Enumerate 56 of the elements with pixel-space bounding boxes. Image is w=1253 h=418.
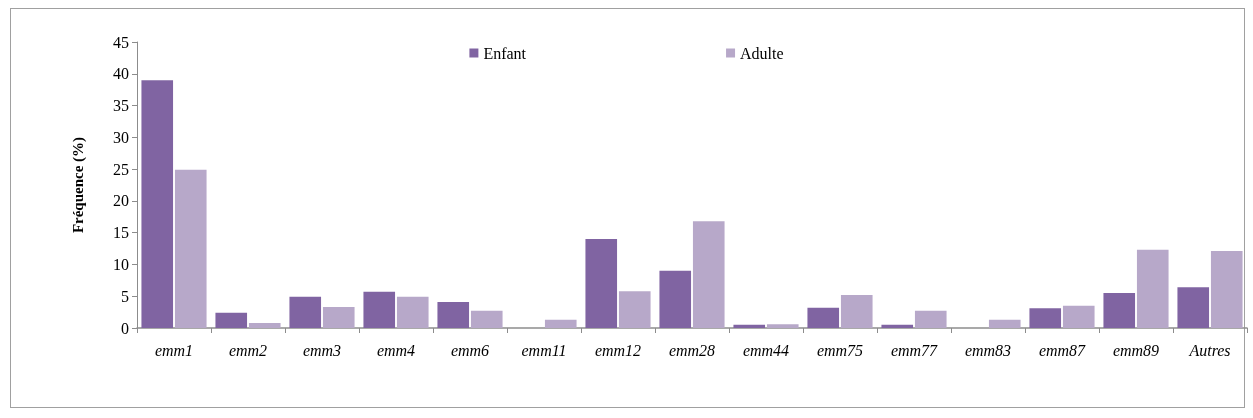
y-tick-label: 30 [113, 128, 129, 146]
bar [733, 324, 766, 328]
y-tick-label: 10 [113, 255, 129, 273]
bar [363, 291, 396, 328]
legend-label: Adulte [740, 44, 784, 62]
y-tick-label: 0 [121, 319, 129, 337]
bar [289, 296, 322, 328]
bar [1136, 249, 1169, 328]
x-tick-label: emm11 [521, 341, 567, 359]
bar [248, 322, 281, 328]
bar [914, 310, 947, 328]
bar [807, 307, 840, 328]
y-tick-label: 15 [113, 224, 129, 242]
bar [215, 312, 248, 328]
y-axis-title: Fréquence (%) [69, 136, 87, 234]
bar [881, 324, 914, 328]
y-tick-label: 45 [113, 33, 129, 51]
x-tick-label: emm87 [1038, 341, 1087, 359]
bar [692, 221, 725, 328]
x-tick-label: emm89 [1112, 341, 1160, 359]
bar [470, 310, 503, 328]
bar [988, 319, 1021, 328]
x-tick-label: emm77 [890, 341, 939, 359]
bar [1210, 251, 1243, 328]
y-tick-label: 40 [113, 65, 129, 83]
bar [1177, 287, 1210, 328]
bar [437, 301, 470, 328]
x-tick-label: emm1 [154, 341, 194, 359]
bar [1103, 293, 1136, 328]
x-tick-label: emm12 [594, 341, 642, 359]
bar [174, 169, 207, 328]
x-tick-label: emm4 [376, 341, 416, 359]
x-tick-label: emm2 [228, 341, 268, 359]
bar [1029, 308, 1062, 328]
bar [618, 291, 651, 328]
bar [544, 319, 577, 328]
bar [659, 270, 692, 328]
y-tick-label: 25 [113, 160, 129, 178]
y-tick-label: 5 [121, 287, 129, 305]
x-tick-label: emm44 [742, 341, 790, 359]
bar [1062, 305, 1095, 328]
x-tick-label: emm3 [302, 341, 342, 359]
x-tick-label: emm28 [668, 341, 716, 359]
bar [322, 307, 355, 328]
bar [585, 239, 618, 328]
x-tick-label: Autres [1188, 341, 1231, 359]
bar [840, 294, 873, 328]
x-tick-label: emm83 [964, 341, 1012, 359]
x-tick-label: emm6 [450, 341, 490, 359]
y-tick-label: 20 [113, 192, 129, 210]
y-tick-label: 35 [113, 97, 129, 115]
bar [396, 296, 429, 328]
x-tick-label: emm75 [816, 341, 864, 359]
legend-label: Enfant [483, 44, 527, 62]
bar [141, 80, 174, 328]
bar [766, 324, 799, 328]
